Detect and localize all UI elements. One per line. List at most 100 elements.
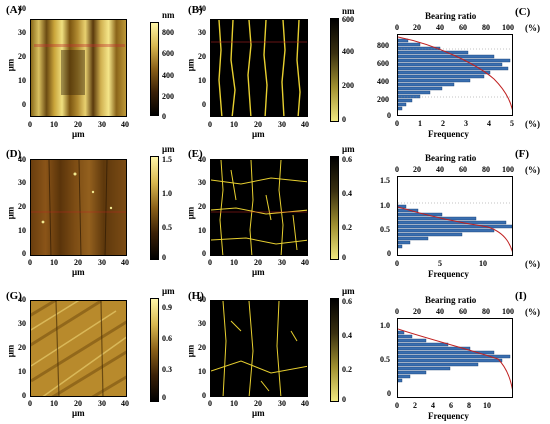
x-tick: 30 (98, 399, 106, 408)
top-tick: 40 (436, 23, 444, 32)
colorbar (150, 298, 159, 402)
y-axis-label: μm (5, 58, 16, 72)
x-tick: 20 (254, 120, 262, 129)
panel-g: (G) 40 30 20 10 0 μm 0 10 20 30 40 μm μm… (0, 284, 180, 424)
x-axis-label: μm (252, 267, 265, 277)
top-tick: 80 (482, 165, 490, 174)
bottom-tick: 8 (467, 401, 471, 410)
colorbar-tick: 200 (162, 92, 174, 101)
y-tick: 30 (198, 178, 206, 187)
x-tick: 10 (50, 399, 58, 408)
panel-label: (B) (188, 4, 203, 16)
hist-xlabel: Frequency (428, 411, 469, 421)
top-tick: 20 (413, 165, 421, 174)
colorbar-unit: μm (342, 286, 355, 296)
bottom-tick: 10 (479, 259, 487, 268)
colorbar-tick: 0.3 (162, 365, 172, 374)
colorbar-unit: nm (342, 6, 355, 16)
colorbar (330, 18, 339, 122)
y-tick: 0 (202, 100, 206, 109)
afm-texture (31, 160, 126, 255)
colorbar-tick: 0.2 (342, 365, 352, 374)
histogram-bars (398, 36, 512, 111)
afm-height-map (30, 159, 127, 256)
x-tick: 40 (121, 120, 129, 129)
histogram-bars (398, 328, 512, 390)
top-tick: 40 (436, 307, 444, 316)
colorbar-tick: 400 (342, 47, 354, 56)
panel-c: (C) Bearing ratio 0 20 40 60 80 100 (%) … (365, 0, 550, 140)
left-tick: 0 (387, 111, 391, 120)
y-tick: 40 (198, 295, 206, 304)
bottom-tick: 4 (487, 119, 491, 128)
afm-height-map (30, 300, 127, 397)
bottom-tick: 3 (464, 119, 468, 128)
y-tick: 40 (18, 4, 26, 13)
x-tick: 10 (230, 399, 238, 408)
top-unit: (%) (525, 165, 540, 175)
bottom-tick: 1 (418, 119, 422, 128)
x-tick: 10 (50, 120, 58, 129)
top-tick: 20 (413, 307, 421, 316)
y-tick: 10 (18, 226, 26, 235)
y-tick: 0 (22, 391, 26, 400)
top-tick: 0 (395, 307, 399, 316)
bottom-tick: 0 (395, 119, 399, 128)
top-tick: 100 (502, 23, 514, 32)
panel-label: (I) (515, 290, 527, 302)
left-tick: 0.5 (380, 355, 390, 364)
y-tick: 10 (18, 367, 26, 376)
panel-a: (A) 40 30 20 10 0 μm 0 10 20 30 (0, 0, 180, 140)
y-tick: 40 (198, 4, 206, 13)
y-tick: 30 (198, 319, 206, 328)
x-tick: 10 (230, 258, 238, 267)
x-tick: 0 (208, 399, 212, 408)
y-tick: 20 (198, 343, 206, 352)
panel-label: (E) (188, 148, 203, 160)
x-tick: 0 (28, 399, 32, 408)
y-tick: 0 (202, 249, 206, 258)
y-tick: 30 (18, 178, 26, 187)
colorbar-tick: 0 (162, 253, 166, 262)
top-tick: 80 (482, 307, 490, 316)
panel-label: (D) (6, 148, 22, 160)
top-tick: 0 (395, 23, 399, 32)
x-tick: 30 (278, 258, 286, 267)
x-tick: 30 (278, 399, 286, 408)
panel-b: (B) 40 30 20 10 0 μm 0 10 20 30 40 μm nm… (180, 0, 365, 140)
left-tick: 0 (387, 249, 391, 258)
y-tick: 10 (18, 76, 26, 85)
y-axis-label: μm (185, 344, 196, 358)
panel-i: (I) Bearing ratio 0 20 40 60 80 100 (%) … (365, 284, 550, 424)
hist-title: Bearing ratio (425, 11, 477, 21)
histogram-frame (397, 176, 513, 256)
y-axis-label: μm (185, 206, 196, 220)
y-tick: 20 (18, 52, 26, 61)
x-axis-label: μm (72, 267, 85, 277)
top-tick: 20 (413, 23, 421, 32)
panel-label: (C) (515, 6, 531, 18)
x-tick: 20 (254, 258, 262, 267)
colorbar (330, 298, 339, 402)
bottom-tick: 0 (395, 259, 399, 268)
y-tick: 20 (198, 202, 206, 211)
bottom-unit: (%) (525, 259, 540, 269)
top-tick: 60 (459, 23, 467, 32)
x-tick: 40 (301, 258, 309, 267)
colorbar-tick: 0.5 (162, 223, 172, 232)
x-tick: 0 (28, 258, 32, 267)
y-tick: 0 (202, 391, 206, 400)
edge-lines (211, 20, 307, 116)
x-axis-label: μm (72, 408, 85, 418)
y-tick: 20 (198, 52, 206, 61)
colorbar-tick: 200 (342, 81, 354, 90)
colorbar-tick: 600 (342, 15, 354, 24)
y-tick: 40 (18, 295, 26, 304)
y-tick: 30 (18, 28, 26, 37)
colorbar-tick: 0.4 (342, 331, 352, 340)
x-tick: 0 (208, 120, 212, 129)
top-tick: 60 (459, 307, 467, 316)
left-tick: 0.5 (380, 225, 390, 234)
hist-title: Bearing ratio (425, 153, 477, 163)
histogram-frame (397, 34, 513, 116)
